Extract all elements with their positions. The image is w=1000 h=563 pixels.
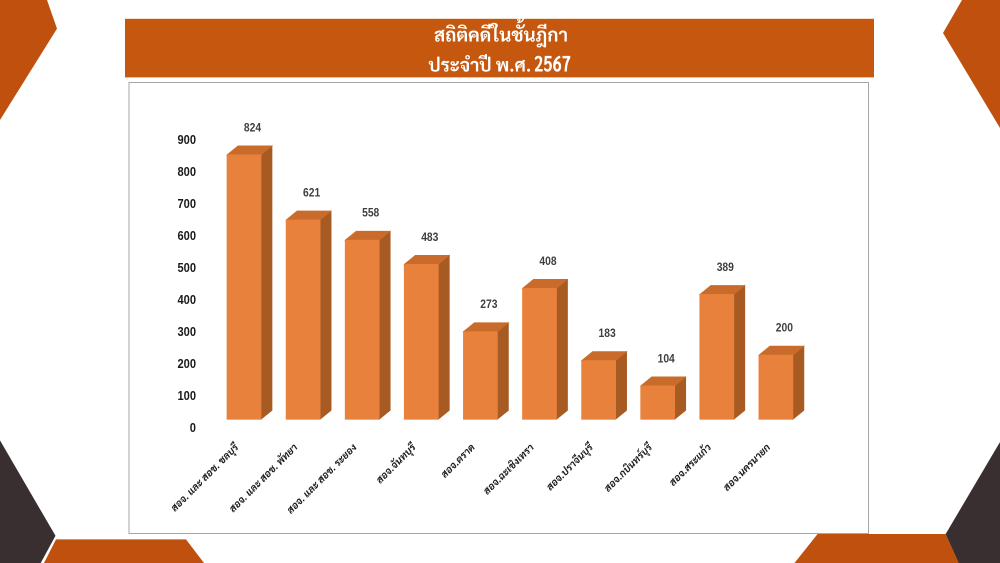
svg-text:700: 700 [178,196,197,211]
svg-text:400: 400 [178,292,197,307]
svg-text:600: 600 [178,228,197,243]
svg-text:0: 0 [190,420,196,435]
svg-text:824: 824 [244,120,261,134]
svg-text:100: 100 [178,388,197,403]
svg-text:300: 300 [178,324,197,339]
svg-text:500: 500 [178,260,197,275]
svg-text:408: 408 [539,254,556,268]
svg-text:200: 200 [178,356,197,371]
svg-text:183: 183 [599,326,616,340]
svg-text:800: 800 [178,164,197,179]
svg-text:273: 273 [480,297,497,311]
svg-text:200: 200 [776,321,793,335]
svg-text:104: 104 [658,351,675,365]
svg-text:389: 389 [717,260,734,274]
svg-text:558: 558 [362,206,379,220]
svg-text:900: 900 [178,132,197,147]
svg-text:483: 483 [421,230,438,244]
svg-text:621: 621 [303,186,320,200]
